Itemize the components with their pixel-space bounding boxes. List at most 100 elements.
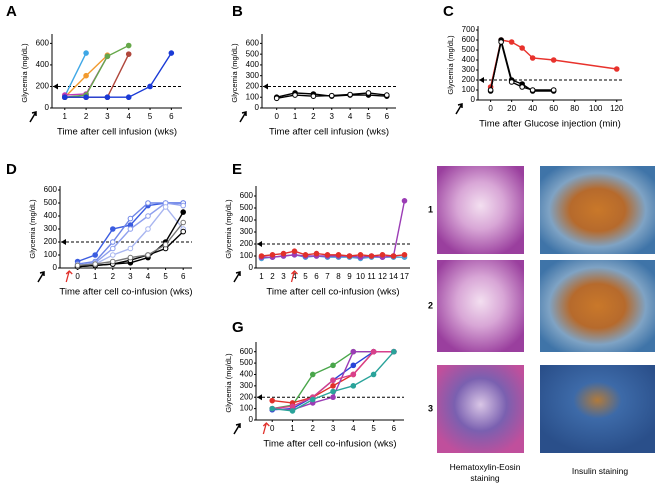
- data-point: [391, 348, 397, 355]
- y-tick-label: 100: [44, 250, 58, 259]
- x-tick-label: 4: [126, 112, 131, 121]
- x-tick-label: 6: [181, 272, 186, 281]
- data-point: [291, 248, 298, 254]
- x-tick-label: 100: [589, 104, 603, 113]
- x-tick-label: 2: [311, 112, 316, 121]
- x-tick-label: 5: [366, 112, 371, 121]
- series-line: [489, 41, 554, 91]
- y-tick-label: 600: [44, 185, 58, 194]
- data-point: [127, 254, 134, 261]
- x-tick-label: 5: [148, 112, 153, 121]
- y-tick-label: 400: [246, 60, 260, 69]
- threshold-arrow: [61, 239, 66, 245]
- row-label: 2: [428, 300, 433, 310]
- data-point: [147, 83, 153, 90]
- data-point: [168, 50, 175, 56]
- y-tick-label: 300: [44, 224, 58, 233]
- data-point: [127, 215, 134, 222]
- data-point: [162, 204, 169, 210]
- row-label: 1: [428, 204, 433, 214]
- data-point: [519, 45, 525, 51]
- data-point: [379, 252, 386, 258]
- data-point: [273, 95, 280, 102]
- data-point: [350, 348, 357, 355]
- data-point: [324, 252, 331, 258]
- column-label-box: Hematoxylin-Eosin staining: [449, 462, 521, 483]
- arrow: [65, 270, 73, 283]
- y-tick-label: 100: [462, 85, 476, 94]
- x-tick-label: 11: [367, 272, 376, 281]
- row-label: 3: [428, 403, 433, 413]
- data-point: [110, 226, 116, 232]
- data-point: [613, 66, 620, 72]
- x-tick-label: 1: [93, 272, 98, 281]
- y-tick-label: 400: [240, 370, 254, 379]
- data-point: [350, 371, 357, 378]
- y-tick-label: 300: [246, 71, 260, 80]
- data-point: [519, 84, 525, 90]
- data-point: [508, 39, 515, 45]
- data-point: [550, 87, 557, 93]
- data-point: [162, 241, 169, 248]
- micrograph: [540, 166, 655, 254]
- y-tick-label: 600: [36, 38, 50, 47]
- arrow: [233, 271, 241, 283]
- column-label: Hematoxylin-Eosin staining: [449, 462, 521, 483]
- data-point: [127, 226, 134, 232]
- x-tick-label: 3: [331, 424, 336, 433]
- x-tick-label: 120: [610, 104, 624, 113]
- data-point: [92, 261, 98, 267]
- data-point: [346, 253, 353, 259]
- x-axis-label: Time after Glucose injection (min): [479, 119, 621, 130]
- x-tick-label: 2: [111, 272, 116, 281]
- series-line: [64, 52, 172, 98]
- x-tick-label: 2: [84, 112, 89, 121]
- panel-label: E: [232, 161, 242, 178]
- y-tick-label: 0: [53, 263, 58, 272]
- y-axis-label: Glycemia (mg/dL): [224, 199, 233, 259]
- x-tick-label: 1: [259, 272, 264, 281]
- data-point: [104, 53, 111, 60]
- x-tick-label: 40: [528, 104, 537, 113]
- data-point: [508, 79, 515, 85]
- x-tick-label: 5: [163, 272, 168, 281]
- x-tick-label: 4: [292, 272, 297, 281]
- data-point: [498, 39, 504, 45]
- y-tick-label: 500: [246, 49, 260, 58]
- y-tick-label: 100: [240, 251, 254, 260]
- micrograph: [540, 260, 655, 352]
- y-tick-label: 500: [240, 203, 254, 212]
- data-point: [330, 388, 336, 395]
- x-axis-label: Time after cell co-infusion (wks): [59, 287, 192, 298]
- data-point: [350, 362, 357, 369]
- data-point: [330, 377, 336, 383]
- data-point: [180, 202, 186, 209]
- y-tick-label: 400: [462, 55, 476, 64]
- y-tick-label: 400: [36, 60, 50, 69]
- data-point: [529, 87, 536, 93]
- column-label: Insulin staining: [571, 466, 629, 476]
- data-point: [309, 396, 316, 403]
- x-tick-label: 12: [378, 272, 387, 281]
- x-tick-label: 20: [507, 104, 516, 113]
- series-line: [64, 44, 130, 98]
- x-tick-label: 4: [348, 112, 353, 121]
- y-tick-label: 300: [462, 65, 476, 74]
- x-tick-label: 6: [392, 424, 397, 433]
- x-tick-label: 0: [274, 112, 279, 121]
- y-tick-label: 500: [44, 198, 58, 207]
- y-axis-label: Glycemia (mg/dL): [230, 43, 239, 103]
- arrow: [233, 423, 241, 435]
- data-point: [289, 408, 296, 414]
- x-tick-label: 1: [290, 424, 295, 433]
- data-point: [104, 94, 111, 101]
- data-point: [384, 92, 390, 98]
- data-point: [347, 91, 353, 98]
- y-axis-label: Glycemia (mg/dL): [28, 199, 37, 259]
- panel-label: C: [443, 3, 454, 20]
- data-point: [269, 252, 276, 258]
- x-axis-label: Time after cell co-infusion (wks): [266, 287, 399, 298]
- data-point: [61, 94, 68, 101]
- y-tick-label: 200: [44, 237, 58, 246]
